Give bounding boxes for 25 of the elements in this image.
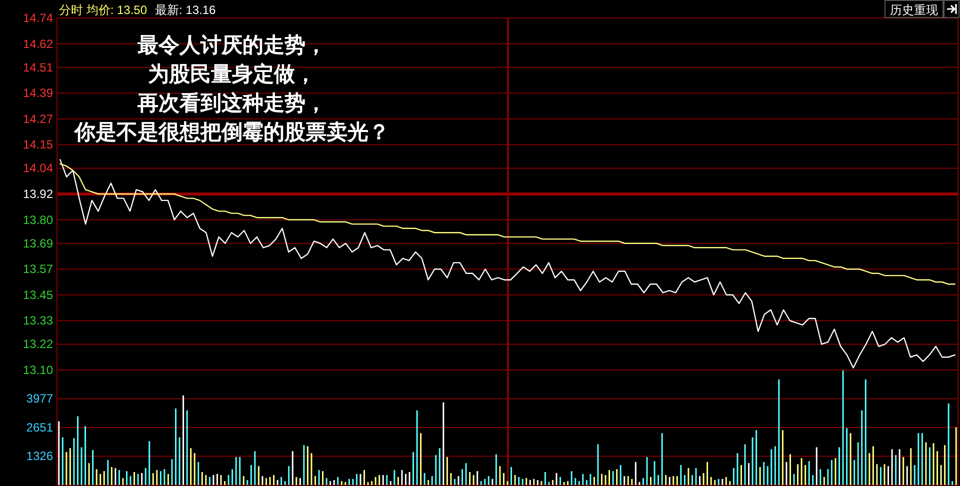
y-tick-label: 14.15 <box>22 138 54 152</box>
y-tick-label: 14.39 <box>22 86 54 100</box>
y-tick-label: 13.33 <box>22 314 54 328</box>
annotation: 最令人讨厌的走势， <box>136 34 326 57</box>
text: 历史重现 <box>890 3 938 17</box>
annotation: 再次看到这种走势， <box>136 91 326 115</box>
y-tick-label: 14.62 <box>22 36 54 51</box>
y-tick-label: 14.74 <box>22 11 54 25</box>
y-tick-label: 13.92 <box>22 187 54 201</box>
chart-title: 分时 均价: 13.50 <box>59 3 148 17</box>
y-tick-label: 2651 <box>26 420 54 434</box>
y-tick-label: 13.22 <box>22 337 54 352</box>
y-tick-label: 14.27 <box>22 112 54 126</box>
y-tick-label: 13.69 <box>22 236 54 250</box>
y-tick-label: 13.57 <box>22 262 54 276</box>
y-tick-label: 1326 <box>26 449 54 464</box>
y-tick-label: 13.45 <box>22 288 54 302</box>
annotation: 你是不是很想把倒霉的股票卖光？ <box>74 121 390 144</box>
y-tick-label: 14.51 <box>22 60 54 74</box>
annotation: 为股民量身定做， <box>148 62 316 86</box>
y-tick-label: 13.80 <box>22 212 54 227</box>
y-tick-label: 14.04 <box>22 161 54 176</box>
y-tick-label: 13.10 <box>22 363 54 377</box>
chart-subtitle: 最新: 13.16 <box>155 3 216 17</box>
y-tick-label: 3977 <box>26 392 54 406</box>
